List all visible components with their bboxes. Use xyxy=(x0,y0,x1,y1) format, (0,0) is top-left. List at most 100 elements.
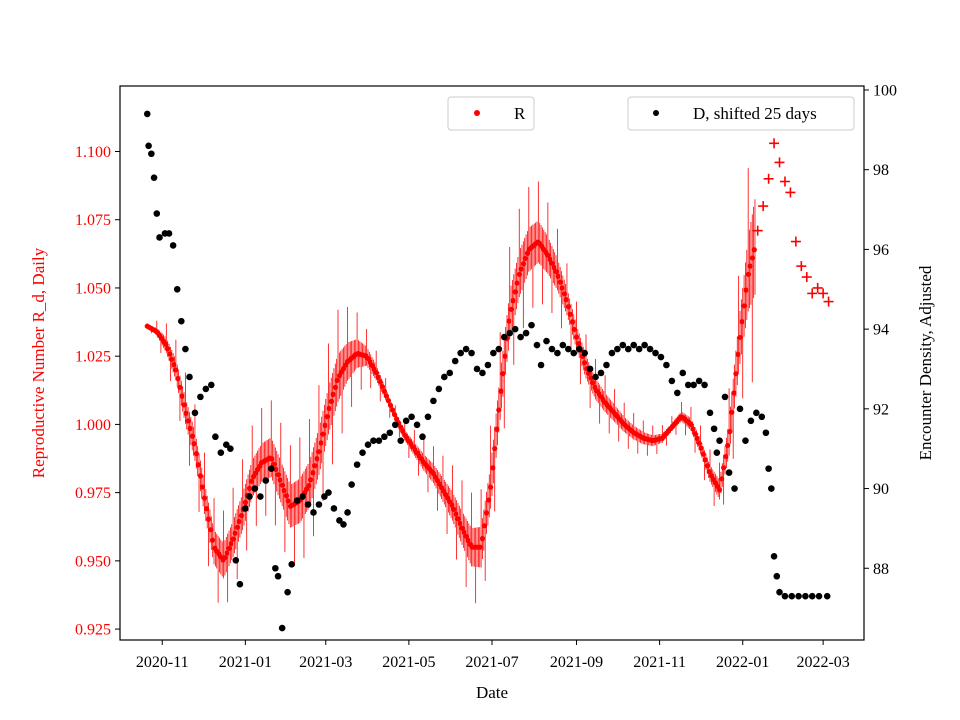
r-point xyxy=(246,485,253,491)
y-right-tick-label: 96 xyxy=(873,242,889,259)
d-point xyxy=(178,317,185,325)
x-tick-label: 2022-01 xyxy=(716,654,769,671)
r-point xyxy=(590,380,596,386)
x-tick-label: 2021-07 xyxy=(465,654,518,671)
r-point xyxy=(224,550,230,556)
r-point xyxy=(737,334,743,341)
d-point xyxy=(641,341,648,349)
d-point xyxy=(736,405,744,413)
d-point xyxy=(267,465,275,472)
r-point xyxy=(553,268,559,275)
d-point xyxy=(490,349,497,357)
x-tick-label: 2022-03 xyxy=(796,654,849,671)
d-point xyxy=(517,333,524,341)
r-point xyxy=(747,263,753,269)
d-point xyxy=(156,234,163,241)
d-point xyxy=(473,365,481,373)
r-point xyxy=(228,541,234,547)
r-point xyxy=(588,375,594,381)
d-point xyxy=(506,329,514,337)
d-point xyxy=(207,381,215,389)
legend-d-marker xyxy=(653,110,659,116)
d-point xyxy=(340,521,347,528)
r-point xyxy=(195,462,201,468)
r-point xyxy=(208,527,214,533)
r-point xyxy=(236,518,242,525)
r-point xyxy=(498,388,504,394)
d-point xyxy=(528,321,535,329)
r-point xyxy=(383,393,389,399)
r-point xyxy=(573,334,580,340)
r-point xyxy=(465,537,471,543)
d-point xyxy=(768,485,775,492)
d-point xyxy=(747,417,755,425)
r-point xyxy=(557,279,563,285)
r-point xyxy=(269,456,275,462)
d-series xyxy=(143,110,831,632)
r-point xyxy=(203,506,210,512)
d-point xyxy=(614,345,621,353)
r-point xyxy=(169,356,175,362)
r-point xyxy=(555,273,561,279)
r-cross-point xyxy=(801,272,812,283)
x-axis: 2020-11 2021-01 2021-03 2021-05 2021-07 2021-… xyxy=(136,640,850,671)
r-point xyxy=(500,371,506,377)
r-cross-point xyxy=(774,157,785,168)
x-tick-label: 2020-11 xyxy=(136,654,189,671)
d-point xyxy=(690,381,697,389)
r-point xyxy=(563,297,569,303)
d-point xyxy=(808,592,816,600)
d-point xyxy=(479,369,486,377)
d-point xyxy=(364,441,372,449)
r-point xyxy=(731,390,737,396)
r-cross-point xyxy=(785,187,796,198)
d-point xyxy=(348,481,355,488)
d-point xyxy=(173,285,181,293)
r-point xyxy=(320,431,326,437)
r-point xyxy=(547,256,553,262)
legend-d-box xyxy=(627,96,855,131)
r-point xyxy=(238,513,244,519)
d-point xyxy=(222,441,230,449)
d-point xyxy=(603,361,610,369)
r-point xyxy=(479,536,486,542)
d-point xyxy=(468,349,475,357)
r-point xyxy=(197,473,203,479)
r-point xyxy=(193,451,199,457)
legend-r-marker xyxy=(474,110,480,116)
r-point xyxy=(210,537,216,543)
d-point xyxy=(484,361,492,369)
plot-area xyxy=(143,110,834,632)
r-point xyxy=(277,477,283,483)
r-point xyxy=(483,510,490,516)
y-left-tick-label: 1.025 xyxy=(75,349,111,366)
d-point xyxy=(336,517,343,524)
r-point xyxy=(391,412,398,418)
d-point xyxy=(402,417,410,425)
r-point xyxy=(741,303,747,309)
r-point xyxy=(381,388,387,394)
legend-d-label: D, shifted 25 days xyxy=(693,104,817,123)
y-left-tick-label: 0.950 xyxy=(75,553,111,570)
r-point xyxy=(222,555,228,561)
r-point xyxy=(688,421,694,428)
d-point xyxy=(153,210,161,217)
r-point xyxy=(328,398,334,405)
r-cross-point xyxy=(779,176,790,187)
r-point xyxy=(175,375,181,382)
r-point xyxy=(494,426,500,432)
r-point xyxy=(725,442,731,449)
d-point xyxy=(441,373,448,381)
r-point xyxy=(575,340,582,347)
d-point xyxy=(325,489,332,496)
r-point xyxy=(308,477,314,483)
r-cross-series xyxy=(752,138,834,307)
r-point xyxy=(199,484,206,490)
r-point xyxy=(394,416,400,422)
d-point xyxy=(353,461,361,468)
r-point xyxy=(723,453,729,460)
d-point xyxy=(408,413,415,421)
d-point xyxy=(143,110,151,118)
r-point xyxy=(163,341,169,347)
